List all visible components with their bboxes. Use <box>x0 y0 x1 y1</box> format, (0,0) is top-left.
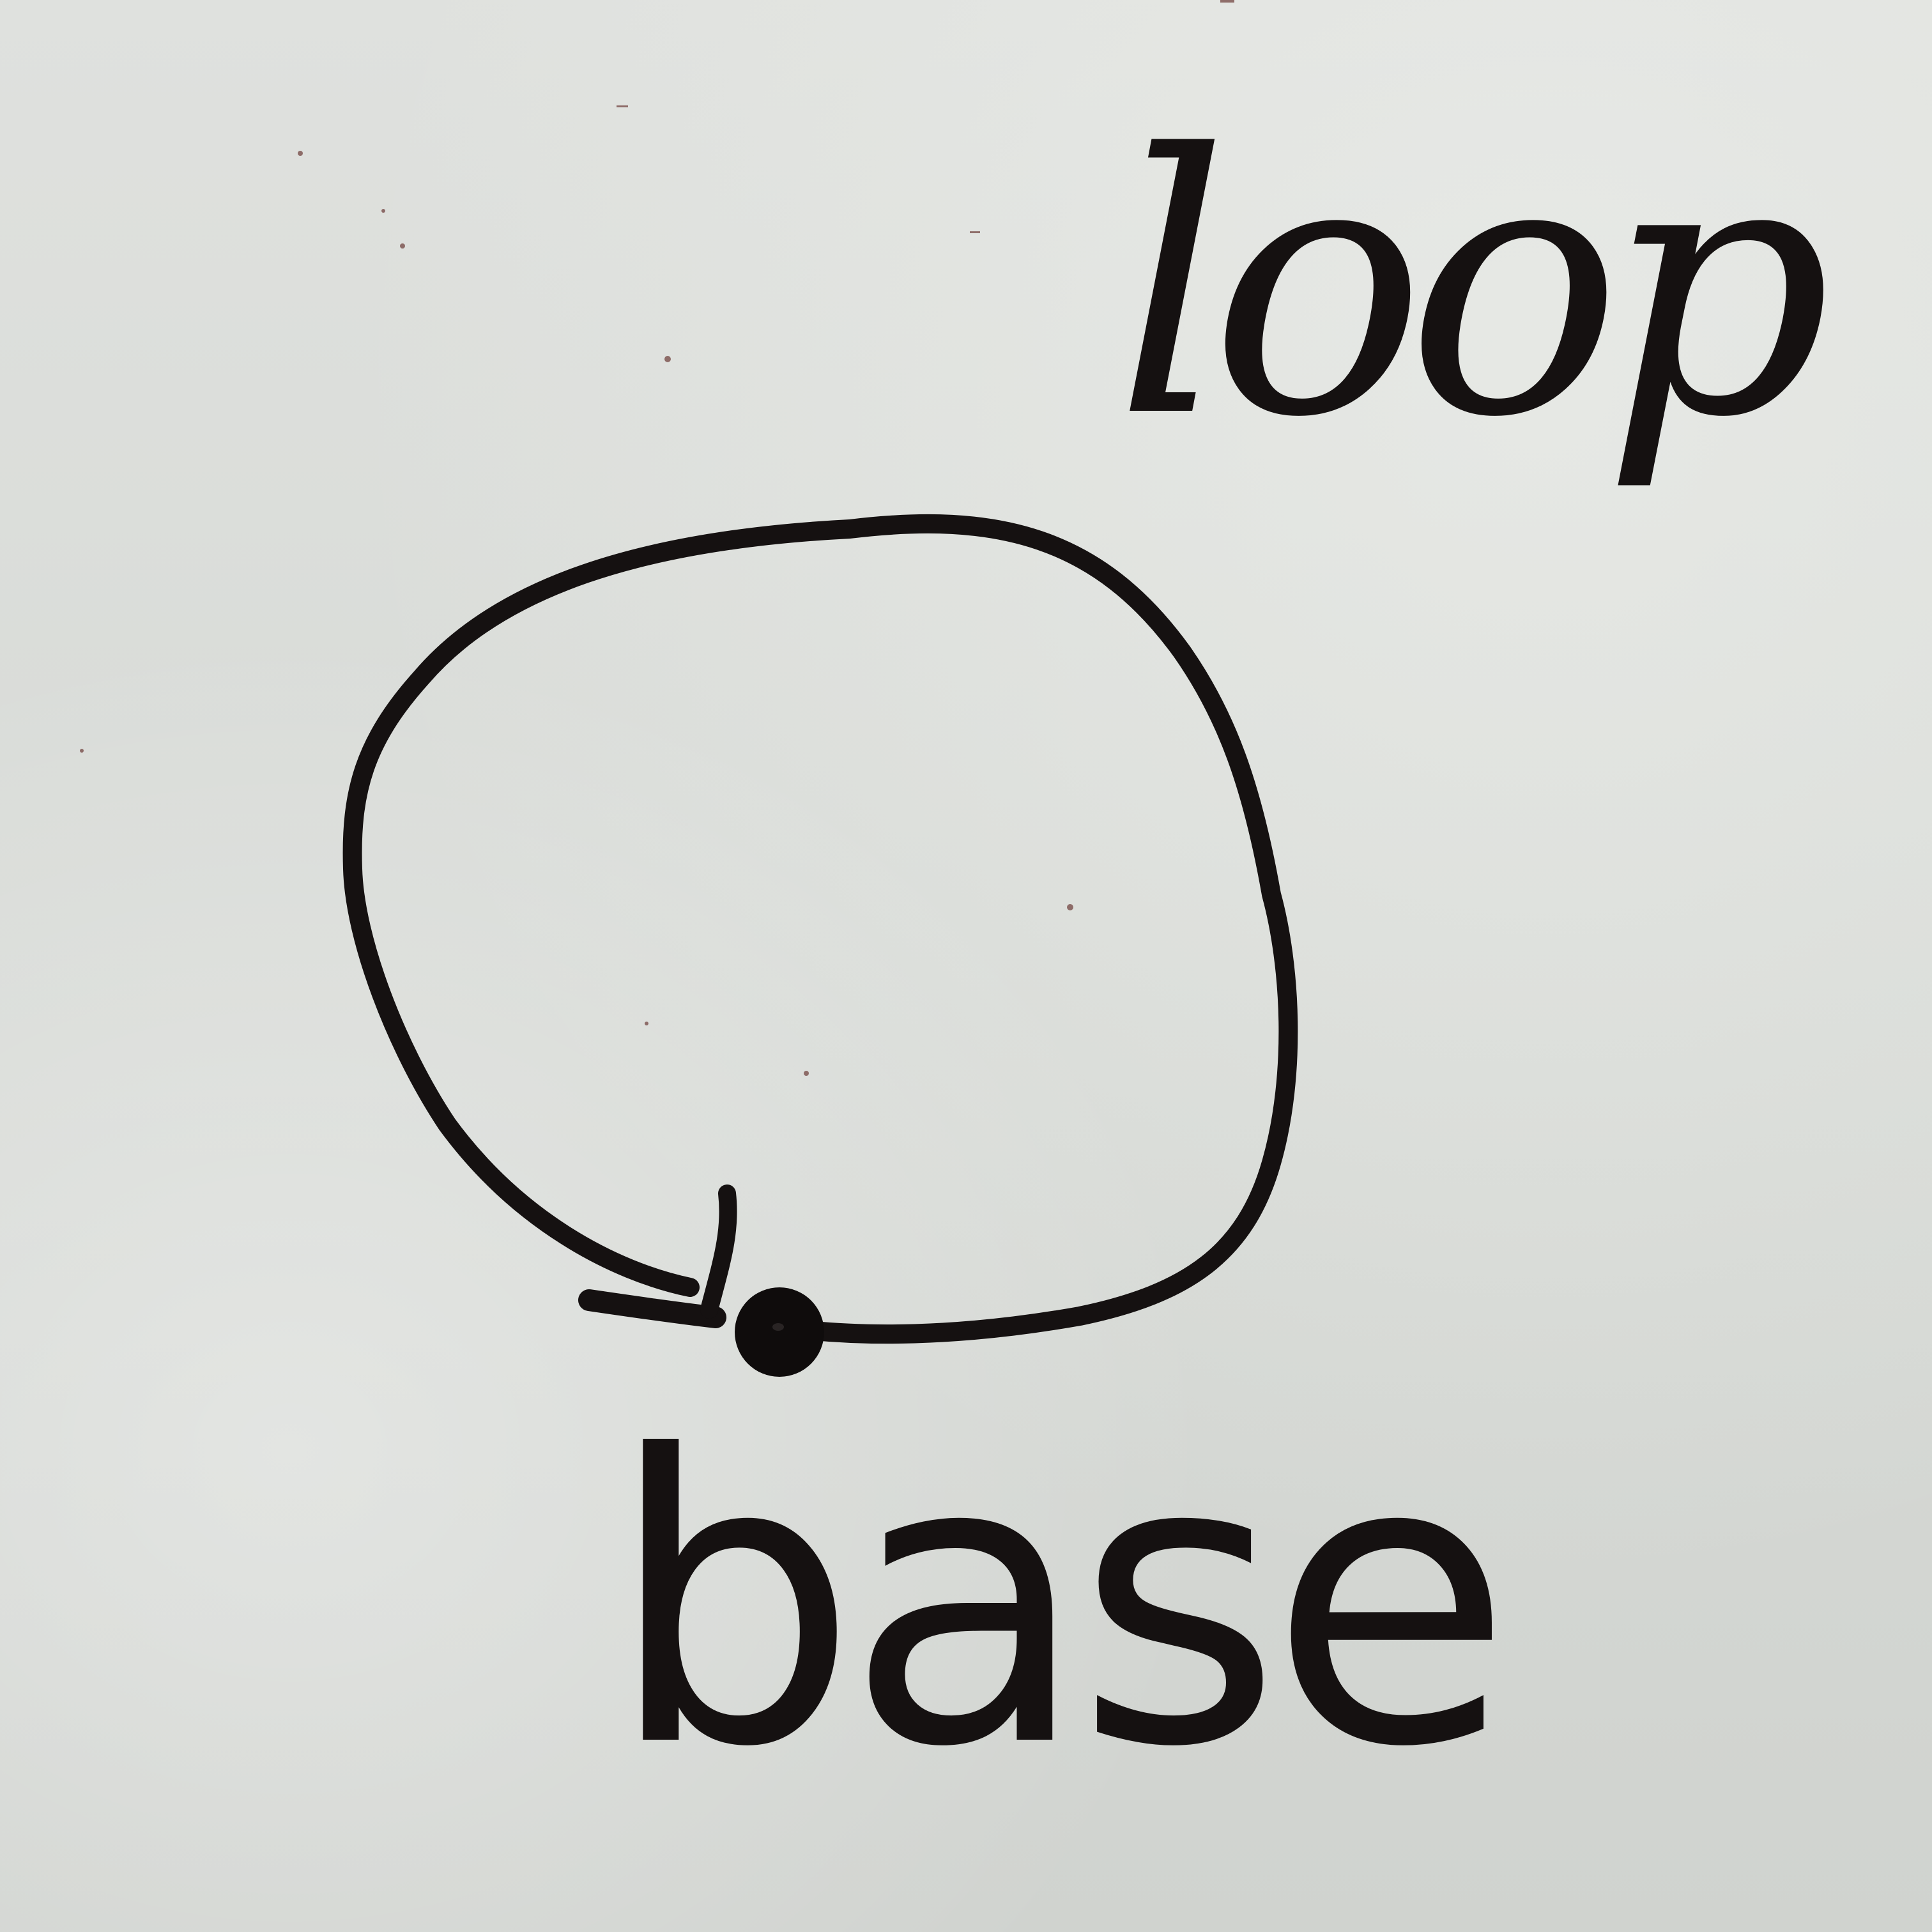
label-loop: loop <box>1115 79 1832 496</box>
loop-start-tick <box>700 1184 737 1319</box>
label-base: base <box>607 1373 1513 1834</box>
board-specks <box>80 0 1234 1076</box>
loop-curve <box>342 514 1298 1344</box>
filled-dot-icon <box>735 1287 824 1377</box>
loop-tail <box>578 1289 726 1328</box>
